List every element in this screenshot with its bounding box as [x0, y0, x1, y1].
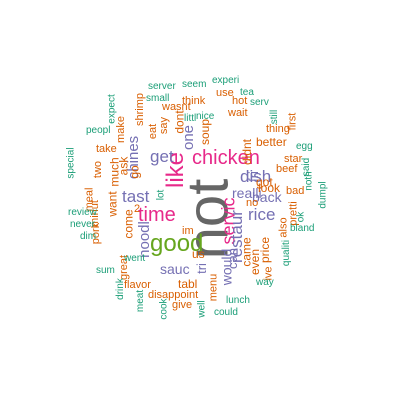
word-meat: meat: [135, 289, 147, 313]
word-review: review: [68, 207, 97, 218]
word-didnt: didnt: [240, 138, 255, 166]
word-bad: bad: [286, 185, 305, 197]
word-egg: egg: [296, 141, 313, 152]
word-time: time: [138, 204, 176, 226]
word-get: get: [150, 147, 174, 166]
word-flavor: flavor: [124, 279, 151, 291]
word-dumpl: dumpl: [317, 181, 329, 209]
word-disappoint: disappoint: [148, 289, 199, 301]
word-menu: menu: [207, 273, 220, 302]
word-server: server: [148, 81, 176, 92]
word-cook: cook: [158, 298, 170, 320]
word-tri: tri: [193, 263, 209, 274]
word-dim: dim: [80, 231, 97, 242]
word-went: went: [124, 253, 146, 264]
word-sum: sum: [96, 265, 115, 276]
word-say: say: [158, 116, 171, 135]
word-go: go: [127, 165, 142, 179]
word-tabl: tabl: [178, 277, 198, 291]
word-qualiti: qualiti: [281, 239, 293, 267]
word-give: give: [172, 299, 193, 311]
word-take: take: [96, 143, 117, 155]
word-star: star: [284, 153, 303, 165]
word-sauc: sauc: [160, 261, 190, 277]
word-hot: hot: [232, 95, 248, 107]
word-nice: nice: [196, 111, 215, 122]
word-come: come: [121, 209, 136, 239]
word-well: well: [196, 300, 208, 318]
word-tast: tast: [122, 187, 150, 206]
word-2: 2: [134, 203, 141, 215]
word-lunch: lunch: [226, 295, 250, 306]
word-use: use: [216, 87, 234, 99]
word-could: could: [214, 307, 238, 318]
word-thing: thing: [266, 123, 290, 135]
word-price: price: [258, 236, 273, 264]
word-realli: realli: [232, 185, 262, 201]
word-good: good: [150, 230, 204, 257]
word-can: can: [224, 248, 240, 269]
word-rice: rice: [248, 205, 276, 224]
word-look: look: [258, 181, 281, 195]
word-think: think: [182, 95, 206, 107]
word-first: first: [286, 112, 299, 131]
word-soup: soup: [198, 118, 213, 146]
word-small: small: [146, 93, 170, 104]
word-drink: drink: [114, 278, 126, 300]
word-no: no: [246, 197, 259, 209]
word-back: back: [252, 189, 282, 205]
word-special: special: [65, 147, 77, 179]
word-littl: littl: [184, 113, 197, 124]
word-beef: beef: [276, 163, 298, 175]
word-expect: expect: [106, 94, 118, 124]
word-serv: serv: [250, 97, 269, 108]
word-way: way: [256, 277, 274, 288]
word-two: two: [92, 160, 105, 179]
word-never: never: [70, 219, 96, 230]
word-noth: noth: [303, 171, 315, 191]
word-shrimp: shrimp: [134, 92, 147, 127]
word-us: us: [192, 247, 205, 261]
word-wait: wait: [228, 107, 248, 119]
word-peopl: peopl: [86, 125, 111, 136]
word-seem: seem: [182, 79, 207, 90]
word-dish: dish: [240, 167, 272, 186]
word-want: want: [105, 191, 120, 217]
word-experi: experi: [212, 75, 240, 86]
word-lot: lot: [155, 189, 167, 201]
word-im: im: [182, 225, 194, 237]
word-got: got: [256, 175, 273, 189]
word-chicken: chicken: [192, 147, 260, 169]
word-wasnt: wasnt: [162, 101, 191, 113]
word-bland: bland: [290, 223, 315, 234]
word-better: better: [256, 135, 287, 149]
word-ok: ok: [295, 211, 307, 223]
word-still: still: [269, 109, 281, 125]
word-tea: tea: [240, 87, 254, 98]
